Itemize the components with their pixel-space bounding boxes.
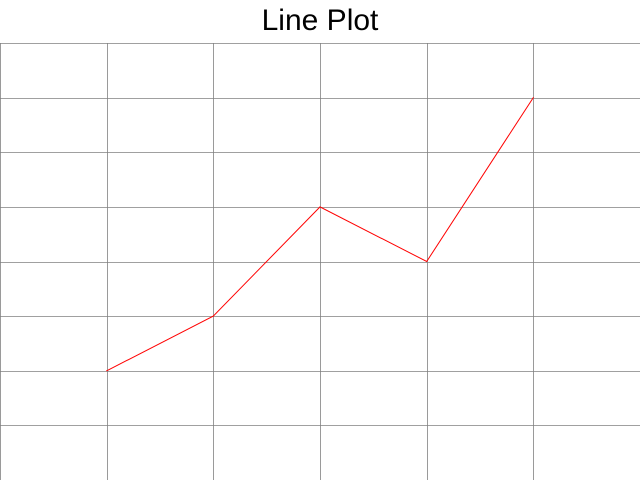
chart-title: Line Plot xyxy=(261,4,379,37)
grid-lines xyxy=(0,43,640,480)
data-point xyxy=(426,261,428,262)
data-point xyxy=(212,315,214,317)
data-point xyxy=(106,370,108,372)
series-layer xyxy=(106,97,534,372)
series-line xyxy=(106,97,534,372)
data-point xyxy=(319,206,321,208)
data-point xyxy=(532,97,534,99)
